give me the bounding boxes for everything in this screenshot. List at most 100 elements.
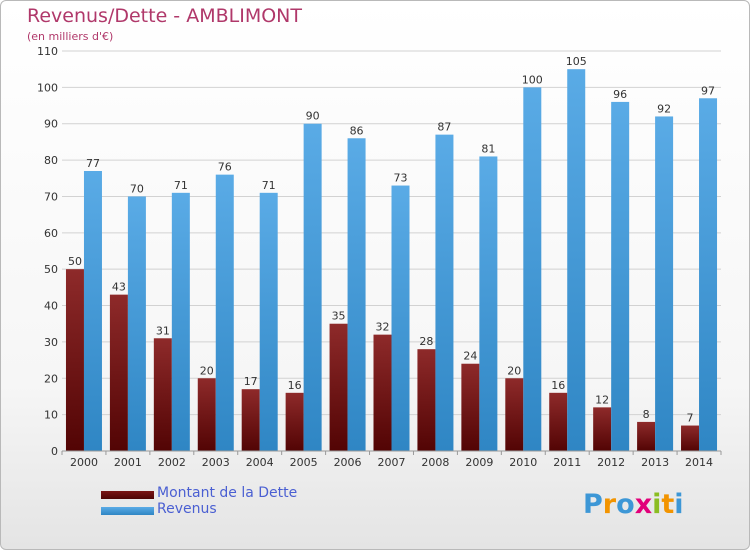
x-tick-label: 2004 (246, 456, 274, 469)
data-label-dette: 16 (551, 379, 565, 392)
y-tick-label: 90 (44, 118, 58, 131)
bar-dette (329, 323, 348, 451)
x-tick-label: 2003 (202, 456, 230, 469)
data-label-dette: 50 (68, 255, 82, 268)
bar-dette (241, 389, 260, 451)
x-tick-label: 2009 (465, 456, 493, 469)
logo-letter: t (661, 489, 675, 520)
bar-dette (681, 425, 700, 451)
bar-revenus (259, 192, 278, 451)
logo-letter: i (674, 489, 684, 520)
data-label-dette: 20 (200, 364, 214, 377)
x-tick-label: 2000 (70, 456, 98, 469)
bar-dette (593, 407, 612, 451)
legend-swatch-dette (101, 491, 154, 499)
y-tick-label: 100 (37, 81, 58, 94)
bar-revenus (347, 138, 366, 452)
bar-revenus (523, 87, 542, 451)
logo-letter: x (634, 489, 653, 520)
legend-swatch-revenus (101, 507, 154, 515)
logo-letter: r (602, 489, 617, 520)
data-label-dette: 16 (288, 379, 302, 392)
x-axis-ticks: 2000 2001 2002 2003 2004 2005 2006 2007 2008 2009… (61, 451, 722, 469)
data-labels: 5077437031712076177116903586327328872481… (68, 55, 715, 424)
bar-dette (153, 338, 172, 451)
x-tick-label: 2008 (421, 456, 449, 469)
logo-letter: o (616, 489, 635, 520)
data-label-revenus: 76 (218, 161, 232, 174)
data-label-revenus: 81 (481, 142, 495, 155)
legend-label-dette: Montant de la Dette (157, 485, 298, 501)
data-label-revenus: 97 (701, 84, 715, 97)
y-tick-label: 70 (44, 190, 58, 203)
proxiti-logo: Proxiti (583, 489, 684, 520)
data-label-revenus: 71 (262, 179, 276, 192)
data-label-dette: 17 (244, 375, 258, 388)
bar-revenus (479, 156, 498, 452)
data-label-dette: 35 (332, 310, 346, 323)
bar-revenus (127, 196, 146, 451)
chart-subtitle: (en milliers d'€) (27, 30, 114, 43)
y-tick-label: 0 (51, 445, 58, 458)
data-label-dette: 24 (463, 350, 477, 363)
data-label-dette: 7 (687, 412, 694, 425)
x-tick-label: 2007 (378, 456, 406, 469)
bar-dette (505, 378, 524, 451)
data-label-dette: 28 (419, 335, 433, 348)
y-tick-label: 50 (44, 263, 58, 276)
bar-dette (109, 294, 128, 451)
x-tick-label: 2002 (158, 456, 186, 469)
bar-revenus (567, 69, 586, 451)
bar-revenus (171, 192, 190, 451)
y-tick-label: 60 (44, 227, 58, 240)
x-tick-label: 2005 (290, 456, 318, 469)
chart-title: Revenus/Dette - AMBLIMONT (27, 5, 302, 27)
data-label-revenus: 105 (566, 55, 587, 68)
bar-revenus (391, 185, 410, 451)
x-tick-label: 2014 (685, 456, 713, 469)
bar-revenus (435, 134, 454, 452)
x-tick-label: 2012 (597, 456, 625, 469)
logo-letter: i (652, 489, 662, 520)
data-label-revenus: 90 (306, 110, 320, 123)
y-tick-label: 40 (44, 300, 58, 313)
y-tick-label: 20 (44, 372, 58, 385)
bar-dette (197, 378, 216, 451)
logo-letter: P (583, 489, 603, 520)
data-label-revenus: 73 (394, 172, 408, 185)
bar-dette (549, 392, 568, 451)
bar-revenus (303, 123, 322, 452)
bar-dette (461, 363, 480, 451)
y-tick-label: 30 (44, 336, 58, 349)
bar-revenus (655, 116, 674, 452)
data-label-dette: 43 (112, 281, 126, 294)
y-tick-label: 10 (44, 409, 58, 422)
y-tick-label: 110 (37, 45, 58, 58)
y-tick-label: 80 (44, 154, 58, 167)
bar-dette (637, 421, 656, 451)
data-label-dette: 8 (643, 408, 650, 421)
x-tick-label: 2006 (334, 456, 362, 469)
data-label-revenus: 71 (174, 179, 188, 192)
x-tick-label: 2001 (114, 456, 142, 469)
bar-revenus (83, 171, 102, 451)
data-label-dette: 20 (507, 364, 521, 377)
data-label-revenus: 92 (657, 102, 671, 115)
bar-revenus (215, 174, 234, 452)
bars (65, 69, 718, 452)
legend-label-revenus: Revenus (157, 501, 217, 517)
data-label-dette: 31 (156, 324, 170, 337)
data-label-revenus: 86 (350, 124, 364, 137)
data-label-revenus: 96 (613, 88, 627, 101)
bar-dette (373, 334, 392, 451)
y-axis-ticks: 0 10 20 30 40 50 60 70 80 90 100 110 (37, 45, 58, 458)
x-tick-label: 2011 (553, 456, 581, 469)
bar-revenus (611, 101, 630, 451)
bar-revenus (699, 98, 718, 451)
bar-dette (285, 392, 304, 451)
data-label-dette: 32 (376, 321, 390, 334)
data-label-revenus: 70 (130, 182, 144, 195)
data-label-dette: 12 (595, 393, 609, 406)
